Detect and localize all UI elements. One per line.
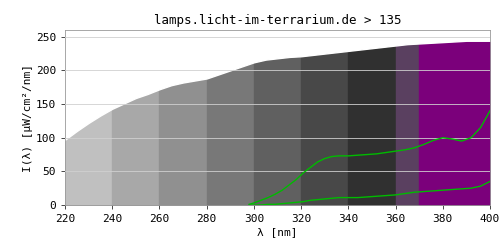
X-axis label: λ [nm]: λ [nm]: [257, 227, 298, 237]
Y-axis label: I(λ) [μW/cm²/nm]: I(λ) [μW/cm²/nm]: [23, 64, 33, 172]
Title: lamps.licht-im-terrarium.de > 135: lamps.licht-im-terrarium.de > 135: [154, 14, 401, 28]
